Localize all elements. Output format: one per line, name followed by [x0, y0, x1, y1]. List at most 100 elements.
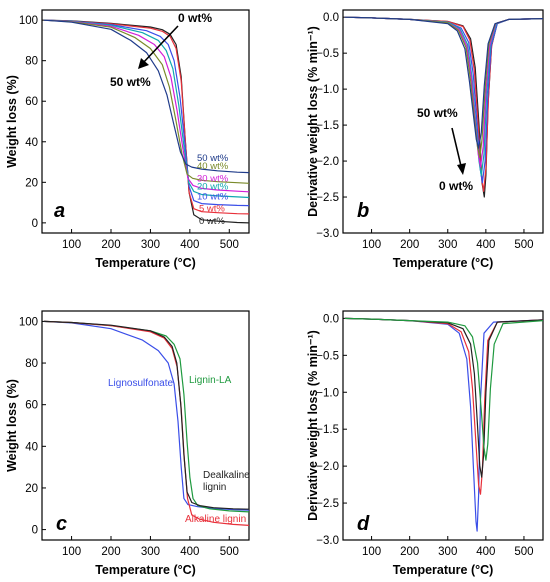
y-tick-label: 20	[25, 177, 38, 189]
y-tick-label: 60	[25, 96, 38, 108]
chart-panel-c: 100 200 300 400 500 0 20 40 60 80 100 Temperature (…	[5, 310, 250, 577]
x-tick-label: 200	[400, 239, 419, 251]
trend-arrow-shaft	[451, 127, 462, 167]
x-tick-label: 400	[180, 239, 199, 251]
y-tick-label: −3.0	[316, 535, 339, 547]
series-line-dealkaline-lignin	[43, 320, 250, 510]
y-tick-label: −2.5	[316, 192, 339, 204]
series-line-10-wt-	[344, 16, 544, 184]
x-tick-label: 300	[141, 546, 160, 558]
y-tick-label: −1.5	[316, 120, 339, 132]
x-tick-label: 100	[362, 546, 381, 558]
y-axis-title: Derivative weight loss (% min⁻¹)	[306, 26, 320, 217]
series-line-5-wt-	[344, 16, 544, 192]
series-line-20-wt-	[43, 19, 250, 199]
x-tick-label: 100	[62, 546, 81, 558]
x-tick-label: 300	[141, 239, 160, 251]
y-tick-label: 80	[25, 358, 38, 370]
y-tick-label: 0	[32, 525, 38, 537]
annotation-0wt: 0 wt%	[178, 11, 212, 25]
chart-panel-b: 100 200 300 400 500 0.0 −0.5 −1.0 −1.5 −2.0 −2.5 −3…	[306, 9, 544, 270]
series-line-lignosulfonate	[43, 320, 250, 511]
x-tick-label: 300	[438, 546, 457, 558]
series-label-line-2: lignin	[203, 482, 226, 493]
annotation-0wt: 0 wt%	[439, 179, 473, 193]
y-tick-label: −2.0	[316, 461, 339, 473]
x-axis-title: Temperature (°C)	[95, 563, 196, 577]
series-label-line-1: Dealkaline	[203, 470, 250, 481]
y-tick-label: 20	[25, 483, 38, 495]
annotation-50wt: 50 wt%	[417, 106, 458, 120]
y-tick-label: −1.0	[316, 387, 339, 399]
y-tick-label: 100	[19, 316, 38, 328]
series-label: 10 wt%	[197, 192, 229, 203]
chart-panel-d: 100 200 300 400 500 0.0 −0.5 −1.0 −1.5 −2.0 −2.5 −3…	[306, 310, 544, 577]
x-tick-label: 500	[514, 239, 533, 251]
series-label: 5 wt%	[199, 204, 225, 215]
panel-letter: d	[357, 513, 370, 535]
y-tick-label: 40	[25, 441, 38, 453]
y-tick-label: 40	[25, 137, 38, 149]
plot-frame	[342, 9, 544, 234]
trend-arrow-shaft	[141, 25, 179, 65]
series-line-10-wt-	[43, 19, 250, 207]
series-line-alkaline-lignin	[43, 320, 250, 526]
series-line-20-wt-	[344, 16, 544, 177]
y-tick-label: −0.5	[316, 350, 339, 362]
panel-letter: b	[357, 200, 369, 222]
y-tick-label: 100	[19, 15, 38, 27]
y-tick-label: 0.0	[323, 12, 339, 24]
series-line-30-wt-	[43, 19, 250, 193]
x-tick-label: 500	[514, 546, 533, 558]
x-tick-label: 100	[62, 239, 81, 251]
series-line-dealkaline-lignin	[344, 317, 544, 478]
x-axis-title: Temperature (°C)	[393, 563, 494, 577]
panel-letter: c	[56, 513, 67, 535]
series-label: Alkaline lignin	[185, 514, 246, 525]
series-line-50-wt-	[43, 19, 250, 174]
y-axis-title: Derivative weight loss (% min⁻¹)	[306, 330, 320, 521]
x-tick-label: 200	[400, 546, 419, 558]
series-label: Lignin-LA	[189, 375, 232, 386]
y-axis-title: Weight loss (%)	[5, 379, 19, 472]
series-label: 0 wt%	[199, 216, 225, 227]
x-tick-label: 200	[101, 546, 120, 558]
series-line-30-wt-	[344, 16, 544, 168]
x-tick-label: 100	[362, 239, 381, 251]
series-line-40-wt-	[43, 19, 250, 184]
x-tick-label: 500	[220, 546, 239, 558]
trend-arrow-head	[138, 58, 149, 69]
series-line-50-wt-	[344, 16, 544, 149]
y-tick-label: −3.0	[316, 228, 339, 240]
series-label: Lignosulfonate	[108, 378, 173, 389]
y-tick-label: −1.0	[316, 84, 339, 96]
series-label: 20 wt%	[197, 181, 229, 192]
series-line-5-wt-	[43, 19, 250, 215]
series-line-alkaline-lignin	[344, 317, 544, 495]
x-tick-label: 400	[476, 546, 495, 558]
panel-letter: a	[54, 200, 65, 222]
series-line-40-wt-	[344, 16, 544, 159]
y-axis-title: Weight loss (%)	[5, 75, 19, 168]
series-line-0-wt-	[43, 19, 250, 224]
series-label: 30 wt%	[197, 173, 229, 184]
x-axis-title: Temperature (°C)	[95, 256, 196, 270]
y-tick-label: 80	[25, 56, 38, 68]
x-tick-label: 200	[101, 239, 120, 251]
plot-frame	[342, 310, 544, 541]
series-label: Dealkaline lignin	[203, 470, 250, 493]
x-tick-label: 300	[438, 239, 457, 251]
series-label: 50 wt%	[197, 153, 229, 164]
y-tick-label: −2.5	[316, 498, 339, 510]
x-axis-title: Temperature (°C)	[393, 256, 494, 270]
series-label: 40 wt%	[197, 161, 229, 172]
chart-panel-a: 100 200 300 400 500 0 20 40 60 80 100 Temperature (…	[5, 9, 250, 270]
annotation-50wt: 50 wt%	[110, 75, 151, 89]
trend-arrow-head	[457, 163, 466, 175]
y-tick-label: 60	[25, 400, 38, 412]
series-line-lignin-la	[344, 317, 544, 461]
y-tick-label: −0.5	[316, 48, 339, 60]
plot-frame	[41, 310, 250, 541]
plot-frame	[41, 9, 250, 234]
